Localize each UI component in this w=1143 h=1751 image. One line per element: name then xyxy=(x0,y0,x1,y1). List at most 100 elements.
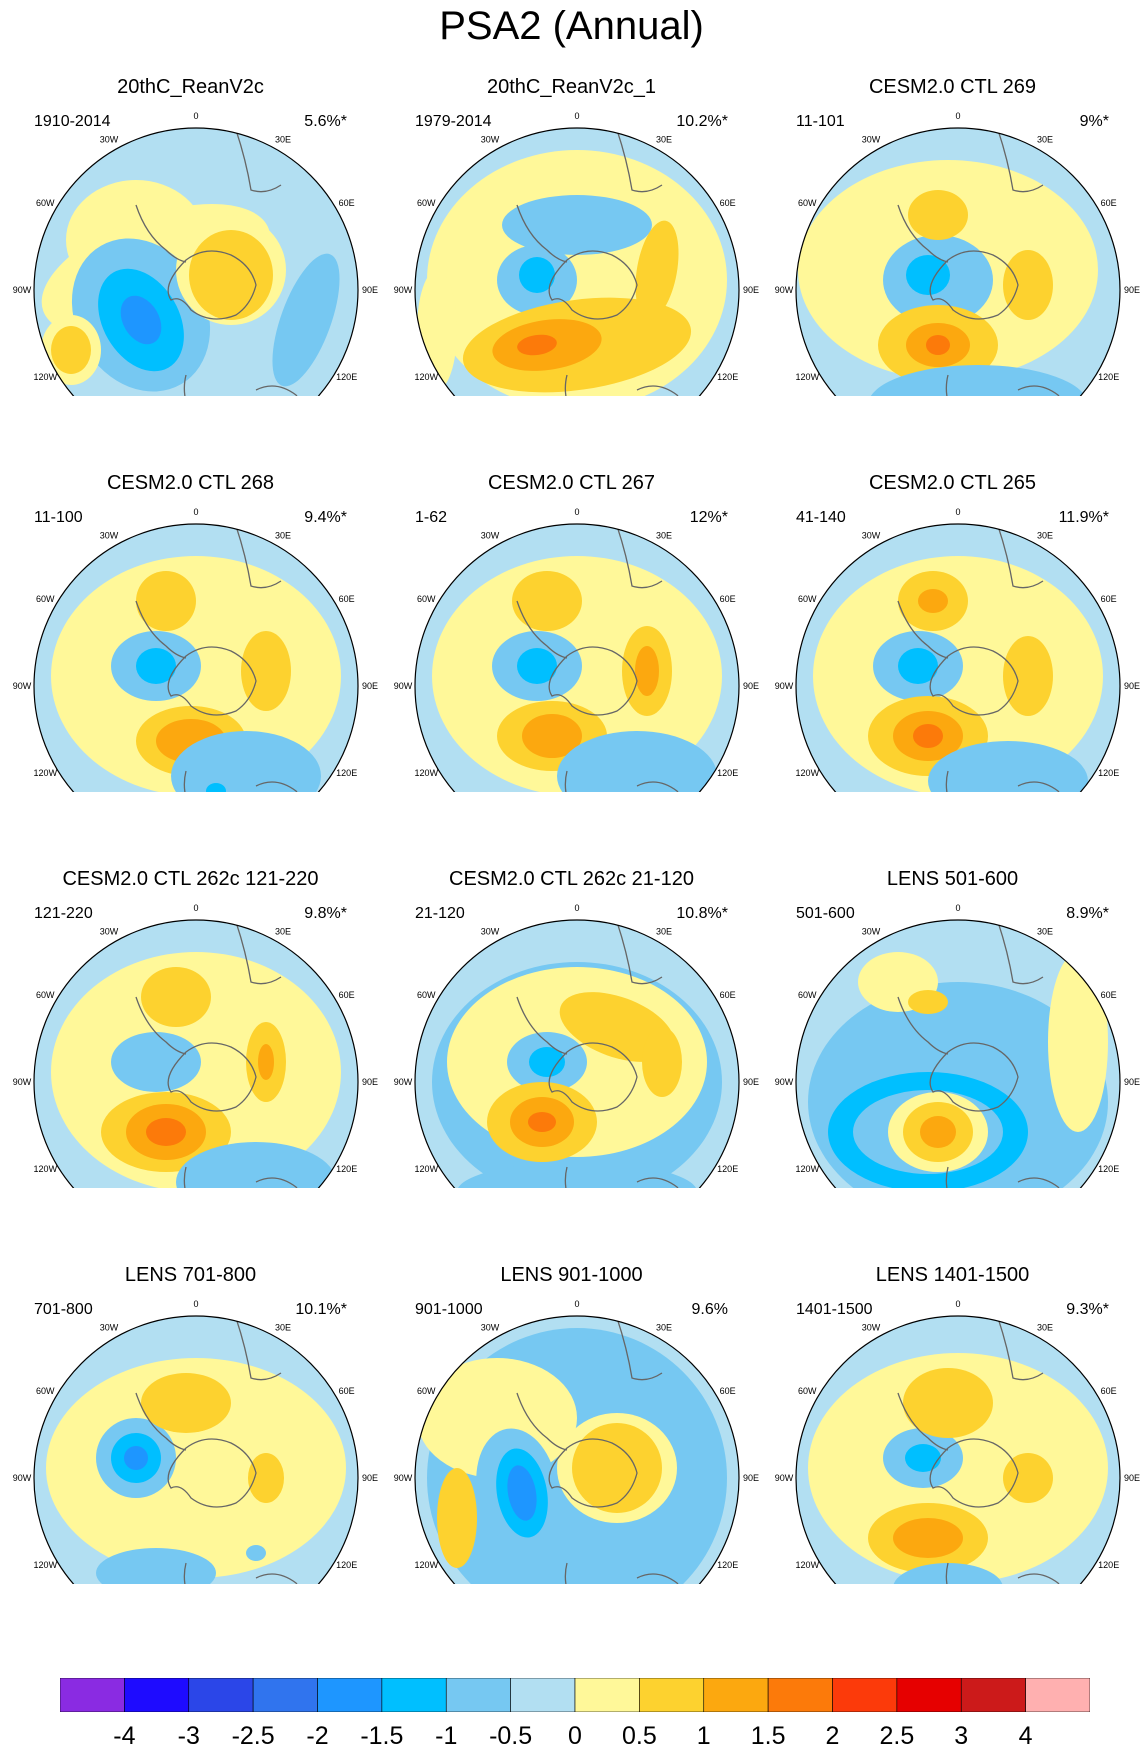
longitude-label: 60W xyxy=(36,198,55,208)
map-panel: CESM2.0 CTL 262c 121-220 121-220 9.8%* 0 30E… xyxy=(0,792,381,1188)
longitude-label: 60E xyxy=(339,198,355,208)
colorbar-label: 1.5 xyxy=(750,1722,786,1750)
anomaly-contour xyxy=(437,1468,477,1568)
longitude-label: 60W xyxy=(798,594,817,604)
polar-map: 030E60E90E120E150E180150W120W90W60W30W xyxy=(394,903,759,1188)
panel-year-range: 11-101 xyxy=(796,113,845,130)
panel-title: CESM2.0 CTL 262c 21-120 xyxy=(449,868,694,890)
coastline xyxy=(897,129,1089,396)
anomaly-contour xyxy=(868,365,1088,396)
longitude-label: 90W xyxy=(394,285,413,295)
longitude-label: 120E xyxy=(1098,1164,1119,1174)
colorbar-swatch xyxy=(60,1678,125,1712)
longitude-label: 30E xyxy=(275,530,291,540)
colorbar-label: 2 xyxy=(825,1722,840,1750)
anomaly-contour xyxy=(51,326,91,374)
colorbar-label: 2.5 xyxy=(879,1722,915,1750)
anomaly-contour xyxy=(246,1545,266,1561)
longitude-label: 0 xyxy=(955,111,960,121)
anomaly-contour xyxy=(141,967,211,1027)
longitude-label: 120E xyxy=(1098,768,1119,778)
longitude-label: 0 xyxy=(193,903,198,913)
longitude-label: 120E xyxy=(1098,372,1119,382)
panel-variance-percent: 5.6%* xyxy=(304,113,347,130)
longitude-label: 60W xyxy=(798,1386,817,1396)
longitude-label: 120E xyxy=(1098,1560,1119,1570)
panel-title: LENS 901-1000 xyxy=(500,1264,643,1286)
longitude-label: 120W xyxy=(796,1164,820,1174)
longitude-label: 30E xyxy=(1037,530,1053,540)
longitude-label: 120E xyxy=(336,1164,357,1174)
panel-title: LENS 501-600 xyxy=(886,868,1019,890)
map-panel: CESM2.0 CTL 26911-1019%*030E60E90E120E15… xyxy=(762,0,1143,396)
figure-title: PSA2 (Annual) xyxy=(439,4,704,48)
polar-map: 030E60E90E120E150E180150W120W90W60W30W xyxy=(394,111,759,396)
longitude-label: 60W xyxy=(36,594,55,604)
longitude-label: 90E xyxy=(743,285,759,295)
colorbar-swatch xyxy=(574,1678,640,1712)
anomaly-contour xyxy=(908,190,968,240)
longitude-label: 30W xyxy=(862,530,881,540)
longitude-label: 30E xyxy=(656,134,672,144)
longitude-label: 120W xyxy=(415,372,439,382)
longitude-label: 30E xyxy=(656,530,672,540)
longitude-label: 60E xyxy=(720,594,736,604)
longitude-label: 120W xyxy=(796,768,820,778)
panel-year-range: 1979-2014 xyxy=(415,113,492,130)
anomaly-contour xyxy=(141,1373,231,1433)
coastline xyxy=(135,525,327,792)
longitude-label: 0 xyxy=(955,507,960,517)
panel-year-range: 1401-1500 xyxy=(796,1301,873,1318)
anomaly-contour xyxy=(1003,250,1053,320)
anomaly-contour xyxy=(111,1032,201,1092)
longitude-label: 120W xyxy=(34,372,58,382)
colorbar-label: -2 xyxy=(306,1722,329,1750)
map-panel: 20thC_ReanV2c 1910-2014 5.6%* 0 30E 60E 90E 120… xyxy=(0,0,381,396)
panel-variance-percent: 11.9%* xyxy=(1058,509,1109,526)
map-boundary xyxy=(414,1315,740,1584)
longitude-label: 30W xyxy=(481,530,500,540)
panel-year-range: 901-1000 xyxy=(415,1301,483,1318)
longitude-label: 0 xyxy=(574,507,579,517)
colorbar-label: -2.5 xyxy=(231,1722,275,1750)
panel-year-range: 41-140 xyxy=(796,509,846,526)
coastline xyxy=(516,1317,708,1584)
panel-year-range: 1910-2014 xyxy=(34,113,111,130)
anomaly-contour xyxy=(898,648,938,684)
panel-variance-percent: 8.9%* xyxy=(1066,905,1109,922)
coastline xyxy=(135,921,327,1188)
colorbar-label: -0.5 xyxy=(489,1722,533,1750)
anomaly-contour xyxy=(529,1047,565,1077)
longitude-label: 90W xyxy=(13,1077,32,1087)
longitude-label: 90E xyxy=(362,1473,378,1483)
anomaly-contour xyxy=(120,295,162,345)
longitude-label: 30E xyxy=(1037,1322,1053,1332)
panel-title: CESM2.0 CTL 268 xyxy=(106,472,275,494)
longitude-label: 60W xyxy=(798,198,817,208)
anomaly-contour xyxy=(457,1162,697,1188)
longitude-label: 60E xyxy=(339,1386,355,1396)
panel-variance-percent: 12%* xyxy=(689,509,728,526)
anomaly-contour xyxy=(272,253,340,387)
panel-title: CESM2.0 CTL 267 xyxy=(487,472,656,494)
longitude-label: 60E xyxy=(720,1386,736,1396)
colorbar-swatch xyxy=(188,1678,254,1712)
longitude-label: 60W xyxy=(36,990,55,1000)
colorbar-label: 1 xyxy=(696,1722,711,1750)
map-boundary xyxy=(33,523,359,792)
longitude-label: 90W xyxy=(394,681,413,691)
panel-title: CESM2.0 CTL 269 xyxy=(868,76,1037,98)
longitude-label: 90W xyxy=(775,1077,794,1087)
colorbar-swatch xyxy=(960,1678,1026,1712)
anomaly-contour xyxy=(189,230,273,320)
longitude-label: 30W xyxy=(862,926,881,936)
longitude-label: 90W xyxy=(394,1473,413,1483)
longitude-label: 60E xyxy=(1101,990,1117,1000)
longitude-label: 30W xyxy=(100,530,119,540)
map-boundary xyxy=(414,127,740,396)
coastline xyxy=(897,525,1089,792)
colorbar-label: 0.5 xyxy=(621,1722,657,1750)
colorbar-swatch xyxy=(317,1678,383,1712)
anomaly-contour xyxy=(918,589,948,613)
anomaly-contour xyxy=(905,1444,941,1472)
